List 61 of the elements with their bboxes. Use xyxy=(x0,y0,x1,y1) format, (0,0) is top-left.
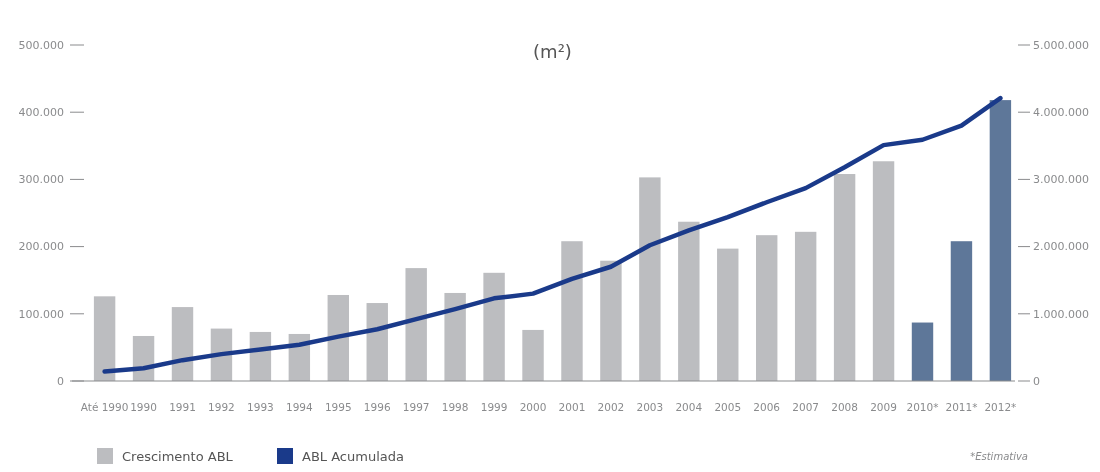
y-tick-label: 400.000 xyxy=(18,106,64,120)
bar xyxy=(794,231,817,381)
bar xyxy=(171,307,194,381)
bar xyxy=(600,260,622,381)
legend-label: ABL Acumulada xyxy=(302,448,404,464)
bar xyxy=(989,100,1012,381)
x-tick-label: 1994 xyxy=(285,401,314,413)
x-tick-label: 1991 xyxy=(169,401,196,413)
y-tick-label: 0 xyxy=(57,374,64,388)
x-tick-label: 2006 xyxy=(753,401,781,413)
x-tick-label: 2005 xyxy=(714,401,742,413)
y2-tick-label: 3.000.000 xyxy=(1033,173,1089,187)
x-tick-label: 1998 xyxy=(441,401,469,413)
y2-tick-label: 0 xyxy=(1033,374,1040,388)
x-tick-label: 1995 xyxy=(324,401,352,413)
bar xyxy=(483,272,505,381)
x-tick-label: 2010* xyxy=(906,401,939,413)
x-tick-label: 2007 xyxy=(792,401,820,413)
x-tick-label: Até 1990 xyxy=(80,401,129,413)
bar xyxy=(405,268,427,381)
x-tick-label: 1999 xyxy=(480,401,508,413)
y2-tick-label: 2.000.000 xyxy=(1033,240,1089,254)
x-tick-label: 2002 xyxy=(597,401,625,413)
x-tick-label: 2012* xyxy=(984,401,1017,413)
x-tick-label: 2008 xyxy=(831,401,858,413)
x-tick-label: 1992 xyxy=(208,401,235,413)
bar xyxy=(717,248,739,381)
bar xyxy=(678,221,700,381)
bar xyxy=(756,235,778,381)
bar xyxy=(561,241,583,381)
x-tick-label: 2011* xyxy=(945,401,978,413)
bar xyxy=(833,174,856,381)
y-tick-label: 100.000 xyxy=(18,307,64,321)
x-tick-label: 1990 xyxy=(130,401,157,413)
bar xyxy=(444,292,466,381)
bar xyxy=(327,294,349,381)
y2-tick-label: 1.000.000 xyxy=(1033,307,1089,321)
bar xyxy=(522,329,544,381)
bar xyxy=(950,241,973,381)
line-series xyxy=(102,95,1003,374)
x-tick-label: 2009 xyxy=(870,401,897,413)
bar xyxy=(639,177,661,381)
bar xyxy=(93,296,116,381)
x-tick-label: 2003 xyxy=(636,401,664,413)
chart-title: (m²) xyxy=(533,41,572,62)
bar xyxy=(911,322,934,381)
y-tick-label: 200.000 xyxy=(18,240,64,254)
bar xyxy=(366,303,388,381)
y2-tick-label: 5.000.000 xyxy=(1033,38,1089,52)
y-tick-label: 500.000 xyxy=(18,38,64,52)
x-tick-label: 2001 xyxy=(558,401,586,413)
y-tick-label: 300.000 xyxy=(18,173,64,187)
text: *Estimativa xyxy=(970,451,1028,462)
x-tick-label: 1993 xyxy=(247,401,274,413)
x-tick-label: 1996 xyxy=(363,401,391,413)
x-tick-label: 2004 xyxy=(675,401,703,413)
y2-tick-label: 4.000.000 xyxy=(1033,106,1089,120)
x-tick-label: 2000 xyxy=(519,401,547,413)
legend-label: Crescimento ABL xyxy=(122,448,234,464)
bar xyxy=(872,161,895,381)
x-tick-label: 1997 xyxy=(402,401,430,413)
